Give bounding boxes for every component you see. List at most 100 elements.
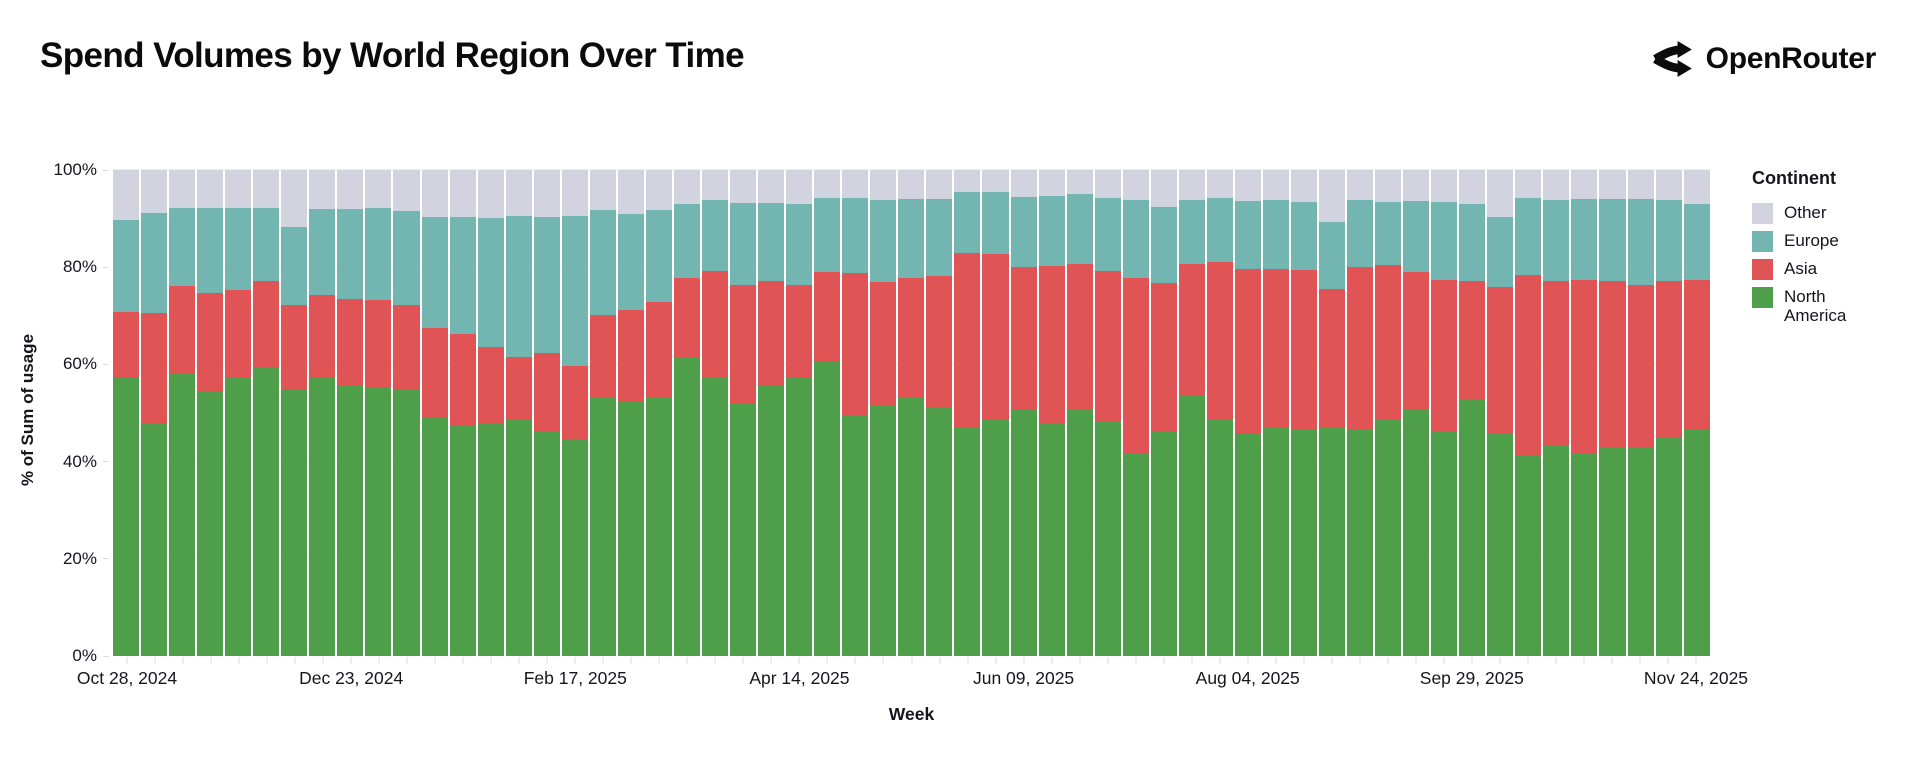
segment-other[interactable] bbox=[786, 170, 813, 205]
segment-asia[interactable] bbox=[1655, 281, 1682, 437]
segment-north-america[interactable] bbox=[730, 403, 757, 656]
segment-north-america[interactable] bbox=[281, 388, 308, 656]
segment-other[interactable] bbox=[730, 170, 757, 203]
segment-other[interactable] bbox=[1459, 170, 1486, 204]
segment-other[interactable] bbox=[1206, 170, 1233, 199]
segment-asia[interactable] bbox=[365, 300, 392, 387]
segment-north-america[interactable] bbox=[1094, 420, 1121, 656]
segment-other[interactable] bbox=[842, 170, 869, 199]
bar-week-Nov-10-2025[interactable] bbox=[1627, 170, 1654, 656]
segment-asia[interactable] bbox=[477, 347, 504, 424]
segment-other[interactable] bbox=[1122, 170, 1149, 201]
segment-north-america[interactable] bbox=[1431, 431, 1458, 656]
segment-other[interactable] bbox=[954, 170, 981, 192]
segment-asia[interactable] bbox=[954, 253, 981, 428]
bar-week-Nov-04-2024[interactable] bbox=[141, 170, 168, 656]
segment-asia[interactable] bbox=[1290, 270, 1318, 430]
segment-north-america[interactable] bbox=[1122, 453, 1149, 656]
segment-asia[interactable] bbox=[1206, 262, 1233, 420]
legend-item-north-america[interactable]: North America bbox=[1752, 287, 1902, 325]
segment-other[interactable] bbox=[1571, 170, 1598, 200]
segment-north-america[interactable] bbox=[421, 417, 448, 656]
bar-week-Feb-10-2025[interactable] bbox=[533, 170, 560, 656]
bar-week-Jan-13-2025[interactable] bbox=[421, 170, 448, 656]
bar-week-Dec-30-2024[interactable] bbox=[365, 170, 392, 656]
segment-asia[interactable] bbox=[337, 298, 364, 387]
bar-week-Sep-15-2025[interactable] bbox=[1403, 170, 1430, 656]
segment-other[interactable] bbox=[113, 170, 140, 220]
segment-north-america[interactable] bbox=[141, 423, 168, 656]
bar-week-Jan-27-2025[interactable] bbox=[477, 170, 504, 656]
bar-week-Sep-01-2025[interactable] bbox=[1347, 170, 1374, 656]
bar-week-Sep-22-2025[interactable] bbox=[1431, 170, 1458, 656]
segment-other[interactable] bbox=[1403, 170, 1430, 201]
segment-europe[interactable] bbox=[645, 209, 672, 302]
bar-week-Jun-30-2025[interactable] bbox=[1094, 170, 1121, 656]
segment-other[interactable] bbox=[141, 170, 168, 213]
bar-week-Jul-21-2025[interactable] bbox=[1178, 170, 1205, 656]
bar-week-Sep-08-2025[interactable] bbox=[1375, 170, 1402, 656]
segment-asia[interactable] bbox=[786, 284, 813, 377]
segment-other[interactable] bbox=[1515, 170, 1542, 199]
bar-week-Dec-02-2024[interactable] bbox=[253, 170, 280, 656]
segment-asia[interactable] bbox=[1403, 272, 1430, 409]
segment-north-america[interactable] bbox=[1571, 454, 1598, 656]
segment-europe[interactable] bbox=[449, 216, 476, 335]
segment-asia[interactable] bbox=[1066, 264, 1093, 410]
segment-other[interactable] bbox=[673, 170, 700, 205]
segment-asia[interactable] bbox=[225, 289, 252, 379]
segment-europe[interactable] bbox=[1655, 200, 1682, 282]
segment-other[interactable] bbox=[898, 170, 925, 200]
segment-north-america[interactable] bbox=[589, 396, 616, 656]
segment-europe[interactable] bbox=[309, 208, 336, 295]
segment-asia[interactable] bbox=[1094, 271, 1121, 421]
segment-europe[interactable] bbox=[1487, 217, 1514, 288]
segment-other[interactable] bbox=[814, 170, 841, 199]
segment-north-america[interactable] bbox=[1515, 455, 1542, 656]
segment-asia[interactable] bbox=[533, 353, 560, 431]
segment-other[interactable] bbox=[1178, 170, 1205, 201]
segment-north-america[interactable] bbox=[1150, 432, 1177, 656]
segment-other[interactable] bbox=[1066, 170, 1093, 194]
segment-other[interactable] bbox=[1655, 170, 1682, 201]
segment-north-america[interactable] bbox=[225, 378, 252, 656]
segment-asia[interactable] bbox=[113, 312, 140, 377]
segment-north-america[interactable] bbox=[1262, 427, 1289, 656]
segment-asia[interactable] bbox=[1375, 265, 1402, 420]
segment-north-america[interactable] bbox=[449, 425, 476, 656]
segment-europe[interactable] bbox=[870, 200, 897, 282]
segment-north-america[interactable] bbox=[393, 388, 420, 656]
segment-asia[interactable] bbox=[1515, 275, 1542, 456]
segment-other[interactable] bbox=[982, 170, 1009, 192]
segment-other[interactable] bbox=[1431, 170, 1458, 202]
segment-other[interactable] bbox=[1487, 170, 1514, 218]
bar-week-Sep-29-2025[interactable] bbox=[1459, 170, 1486, 656]
segment-north-america[interactable] bbox=[309, 376, 336, 656]
segment-asia[interactable] bbox=[1571, 279, 1598, 455]
segment-north-america[interactable] bbox=[701, 377, 729, 656]
segment-asia[interactable] bbox=[561, 365, 588, 440]
bar-week-Jul-14-2025[interactable] bbox=[1150, 170, 1177, 656]
segment-north-america[interactable] bbox=[1347, 429, 1374, 656]
segment-asia[interactable] bbox=[898, 277, 925, 398]
segment-north-america[interactable] bbox=[1627, 447, 1654, 656]
segment-other[interactable] bbox=[169, 170, 196, 209]
segment-asia[interactable] bbox=[1627, 284, 1654, 447]
segment-europe[interactable] bbox=[617, 214, 644, 311]
segment-europe[interactable] bbox=[561, 215, 588, 366]
segment-north-america[interactable] bbox=[365, 386, 392, 656]
segment-europe[interactable] bbox=[1122, 200, 1149, 279]
bar-week-Nov-11-2024[interactable] bbox=[169, 170, 196, 656]
segment-other[interactable] bbox=[1347, 170, 1374, 200]
segment-other[interactable] bbox=[1094, 170, 1121, 199]
bar-week-May-19-2025[interactable] bbox=[926, 170, 953, 656]
segment-north-america[interactable] bbox=[645, 397, 672, 656]
segment-north-america[interactable] bbox=[1066, 409, 1093, 656]
segment-other[interactable] bbox=[589, 170, 616, 211]
segment-other[interactable] bbox=[561, 170, 588, 216]
bar-week-Feb-17-2025[interactable] bbox=[561, 170, 588, 656]
bar-week-Mar-10-2025[interactable] bbox=[645, 170, 672, 656]
segment-europe[interactable] bbox=[365, 208, 392, 301]
bar-week-Oct-06-2025[interactable] bbox=[1487, 170, 1514, 656]
segment-europe[interactable] bbox=[1571, 199, 1598, 280]
